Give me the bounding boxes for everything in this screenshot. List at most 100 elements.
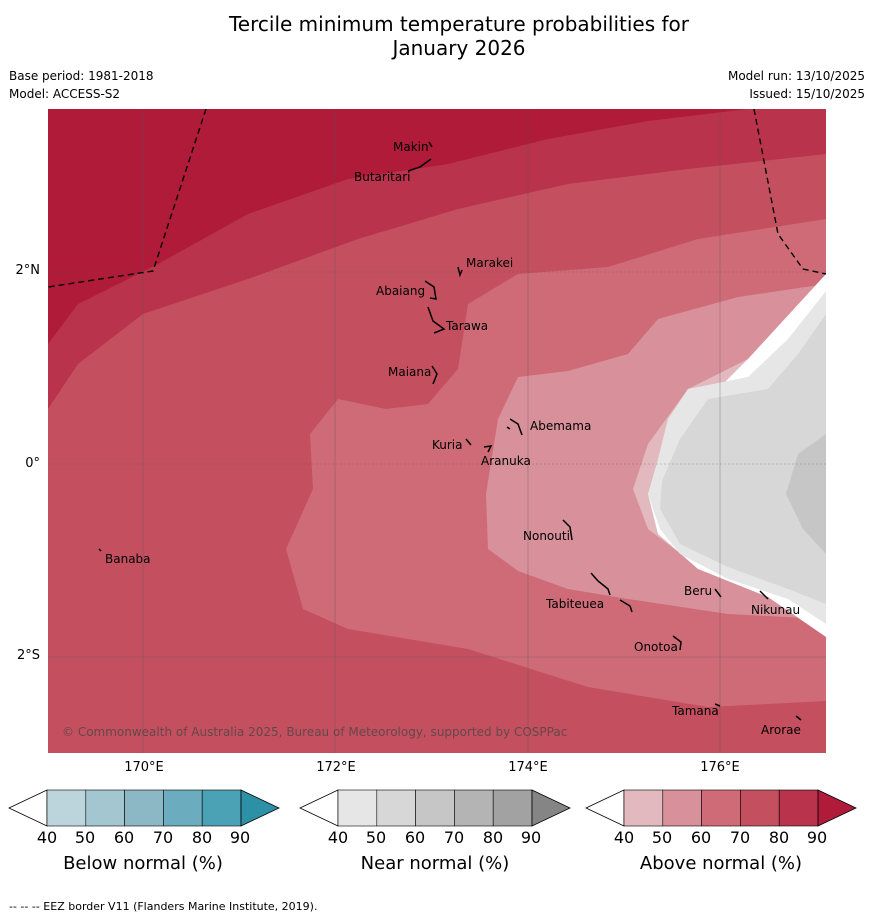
label-nikunau: Nikunau (751, 603, 800, 617)
gridlines (48, 109, 826, 753)
colorbar-extend-low (585, 789, 625, 827)
cb2-tick-40: 40 (613, 828, 635, 847)
island-nonouti (562, 519, 573, 541)
lon-label-172: 172°E (316, 760, 356, 775)
colorbar-segment (415, 789, 455, 827)
colorbar-title-near: Near normal (%) (360, 853, 510, 874)
colorbar-segment (337, 789, 378, 827)
meta-right: Model run: 13/10/2025 Issued: 15/10/2025 (728, 67, 865, 103)
label-nonouti: Nonouti (523, 529, 570, 543)
island-tarawa (427, 306, 446, 334)
colorbar-segment (46, 789, 87, 827)
lon-label-170: 170°E (124, 760, 164, 775)
label-aranuka: Aranuka (481, 454, 531, 468)
island-banaba (98, 548, 102, 552)
colorbar-segment (454, 789, 494, 827)
colorbar-extend-low (8, 789, 48, 827)
model-run: Model run: 13/10/2025 (727, 69, 865, 83)
eez-borders (48, 109, 826, 288)
cb2-tick-70: 70 (729, 828, 751, 847)
colorbar-segment (492, 789, 533, 827)
probability-map[interactable]: Makin Butaritari Marakei Abaiang Tarawa … (48, 109, 826, 753)
island-nikunau (759, 590, 769, 600)
zone-above-70-core (298, 259, 443, 419)
cb0-tick-70: 70 (152, 828, 174, 847)
lat-label-0: 0° (25, 456, 40, 471)
cb0-tick-40: 40 (36, 828, 58, 847)
label-arorae: Arorae (761, 723, 801, 737)
cb2-tick-80: 80 (768, 828, 790, 847)
island-kuria (465, 438, 472, 446)
label-makin: Makin (393, 140, 429, 154)
cb1-tick-70: 70 (443, 828, 465, 847)
lat-label-2n: 2°N (15, 263, 41, 278)
colorbar-segment (740, 789, 780, 827)
island-tamana (714, 703, 721, 707)
cb1-tick-60: 60 (404, 828, 426, 847)
colorbar-title-above: Above normal (%) (639, 853, 803, 874)
colorbar-below-normal (8, 789, 280, 827)
colorbar-segment (85, 789, 125, 827)
colorbar-segment (163, 789, 203, 827)
cb2-tick-50: 50 (651, 828, 673, 847)
cb1-tick-80: 80 (482, 828, 504, 847)
chart-title: Tercile minimum temperature probabilitie… (0, 12, 873, 60)
label-banaba: Banaba (105, 552, 151, 566)
colorbar-extend-low (299, 789, 339, 827)
cb0-tick-90: 90 (229, 828, 251, 847)
colorbar-extend-high (817, 789, 857, 827)
label-beru: Beru (684, 584, 712, 598)
lon-label-174: 174°E (508, 760, 548, 775)
island-onotoa (672, 635, 682, 651)
cb0-tick-60: 60 (113, 828, 135, 847)
cb1-tick-50: 50 (365, 828, 387, 847)
island-arorae (795, 715, 802, 721)
cb1-tick-90: 90 (520, 828, 542, 847)
islands (98, 141, 802, 721)
island-abaiang (424, 280, 437, 300)
title-line2: January 2026 (392, 36, 526, 60)
label-abemama: Abemama (530, 419, 591, 433)
colorbar-extend-high (240, 789, 280, 827)
cb0-tick-50: 50 (74, 828, 96, 847)
island-butaritari (407, 158, 432, 172)
cb2-tick-60: 60 (690, 828, 712, 847)
colorbar-above-normal (585, 789, 857, 827)
lon-label-176: 176°E (700, 760, 740, 775)
label-tarawa: Tarawa (445, 319, 488, 333)
island-tabiteuea (590, 572, 633, 613)
colorbar-segment (623, 789, 664, 827)
island-marakei (457, 266, 463, 278)
issued-date: Issued: 15/10/2025 (749, 87, 865, 101)
label-butaritari: Butaritari (354, 170, 411, 184)
label-tamana: Tamana (671, 704, 719, 718)
title-line1: Tercile minimum temperature probabilitie… (228, 12, 690, 36)
label-onotoa: Onotoa (634, 640, 678, 654)
zone-near-60 (660, 314, 826, 604)
eez-footnote: -- -- -- EEZ border V11 (Flanders Marine… (9, 900, 318, 913)
model-name: Model: ACCESS-S2 (9, 87, 121, 101)
cb2-tick-90: 90 (806, 828, 828, 847)
colorbar-extend-high (531, 789, 571, 827)
colorbar-near-normal (299, 789, 571, 827)
colorbar-segment (662, 789, 702, 827)
colorbar-segment (124, 789, 164, 827)
label-kuria: Kuria (432, 438, 463, 452)
colorbar-segment (201, 789, 242, 827)
label-abaiang: Abaiang (376, 284, 425, 298)
island-aranuka (483, 445, 493, 453)
colorbar-segment (376, 789, 416, 827)
label-marakei: Marakei (466, 256, 513, 270)
meta-left: Base period: 1981-2018 Model: ACCESS-S2 (9, 67, 154, 103)
colorbar-title-below: Below normal (%) (63, 853, 223, 874)
eez-border-west (48, 109, 207, 288)
label-maiana: Maiana (388, 365, 431, 379)
lat-label-2s: 2°S (16, 648, 40, 663)
copyright-notice: © Commonwealth of Australia 2025, Bureau… (62, 725, 567, 739)
island-beru (714, 588, 722, 598)
island-makin (428, 141, 433, 148)
island-maiana (431, 365, 438, 385)
base-period: Base period: 1981-2018 (9, 69, 154, 83)
cb1-tick-40: 40 (327, 828, 349, 847)
label-tabiteuea: Tabiteuea (545, 597, 604, 611)
